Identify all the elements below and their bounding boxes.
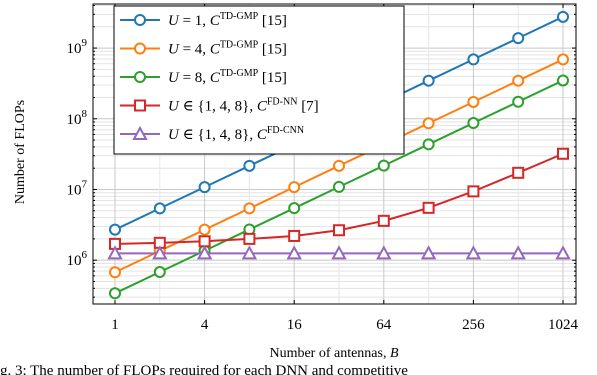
legend-entry-4: U ∈ {1, 4, 8}, CFD-NN [7] <box>120 97 319 115</box>
data-point <box>467 185 480 198</box>
data-point <box>153 202 166 215</box>
legend-label: U = 1, CTD-GMP [15] <box>168 11 287 29</box>
data-point <box>557 74 569 87</box>
legend-entry-2: U = 4, CTD-GMP [15] <box>120 40 287 58</box>
x-tick-label: 16 <box>287 317 303 333</box>
legend: U = 1, CTD-GMP [15] U = 4, CTD-GMP [15] U … <box>113 5 405 155</box>
data-point <box>512 166 525 179</box>
data-point <box>512 32 525 45</box>
series-2 <box>109 53 569 279</box>
x-tick-label: 1024 <box>548 317 579 333</box>
data-point <box>557 10 569 23</box>
data-point <box>152 245 168 260</box>
data-point <box>288 181 301 194</box>
data-point <box>422 117 435 130</box>
plot-frame <box>92 3 577 305</box>
x-axis-label: Number of antennas, B <box>269 346 399 361</box>
data-point <box>198 223 211 236</box>
data-point <box>134 99 146 112</box>
data-point <box>153 266 166 279</box>
y-tick-label: 109 <box>67 37 88 57</box>
series-layer <box>107 10 571 300</box>
data-point <box>377 214 390 227</box>
data-point <box>467 53 480 66</box>
data-point <box>109 223 121 236</box>
data-point <box>512 95 525 108</box>
y-tick-label: 107 <box>67 178 88 198</box>
data-point <box>331 245 347 260</box>
figure-caption: g. 3: The number of FLOPs required for e… <box>0 363 408 375</box>
x-tick-label: 4 <box>201 317 209 333</box>
data-point <box>243 159 256 172</box>
data-point <box>422 201 435 214</box>
data-point <box>198 181 211 194</box>
data-point <box>465 245 482 260</box>
axis-ticks <box>93 4 576 304</box>
data-point <box>134 42 146 55</box>
data-point <box>132 125 148 140</box>
data-point <box>420 245 437 260</box>
y-tick-label: 108 <box>67 108 88 128</box>
data-point <box>241 245 258 260</box>
series-3 <box>109 74 569 300</box>
legend-label: U = 4, CTD-GMP [15] <box>168 40 287 58</box>
data-point <box>109 287 121 300</box>
data-point <box>333 180 345 193</box>
data-point <box>422 138 435 151</box>
data-point <box>109 266 121 279</box>
legend-label: U = 8, CTD-GMP [15] <box>168 68 287 86</box>
data-point <box>422 74 435 87</box>
data-point <box>557 53 569 66</box>
y-axis-label: Number of FLOPs <box>13 100 28 204</box>
data-point <box>288 202 301 215</box>
data-point <box>107 245 123 260</box>
legend-entry-5: U ∈ {1, 4, 8}, CFD-CNN <box>120 125 304 143</box>
x-tick-labels: 1 4 16 64 256 1024 <box>111 317 578 333</box>
legend-label: U ∈ {1, 4, 8}, CFD-NN [7] <box>168 97 319 115</box>
data-point <box>377 159 390 172</box>
legend-entry-1: U = 1, CTD-GMP [15] <box>120 11 287 29</box>
data-point <box>198 235 211 248</box>
data-point <box>134 14 146 26</box>
data-point <box>243 202 256 215</box>
data-point <box>196 245 213 260</box>
x-tick-label: 256 <box>462 317 485 333</box>
data-point <box>333 159 345 172</box>
data-point <box>555 245 571 260</box>
x-tick-label: 1 <box>111 317 119 333</box>
y-tick-label: 106 <box>67 249 88 269</box>
legend-label: U ∈ {1, 4, 8}, CFD-CNN <box>168 125 304 143</box>
data-point <box>467 95 480 108</box>
data-point <box>376 245 392 260</box>
series-5 <box>107 245 571 260</box>
data-point <box>467 117 480 130</box>
data-point <box>333 224 345 237</box>
data-point <box>557 147 569 160</box>
legend-box <box>113 5 405 155</box>
data-point <box>134 71 146 83</box>
data-point <box>243 232 256 245</box>
data-point <box>510 245 526 260</box>
legend-entry-3: U = 8, CTD-GMP [15] <box>120 68 287 86</box>
y-tick-labels: 106 107 108 109 <box>67 37 88 269</box>
x-tick-label: 64 <box>376 317 392 333</box>
series-4 <box>109 147 569 250</box>
data-point <box>286 245 302 260</box>
data-point <box>288 229 301 242</box>
data-point <box>512 74 525 87</box>
